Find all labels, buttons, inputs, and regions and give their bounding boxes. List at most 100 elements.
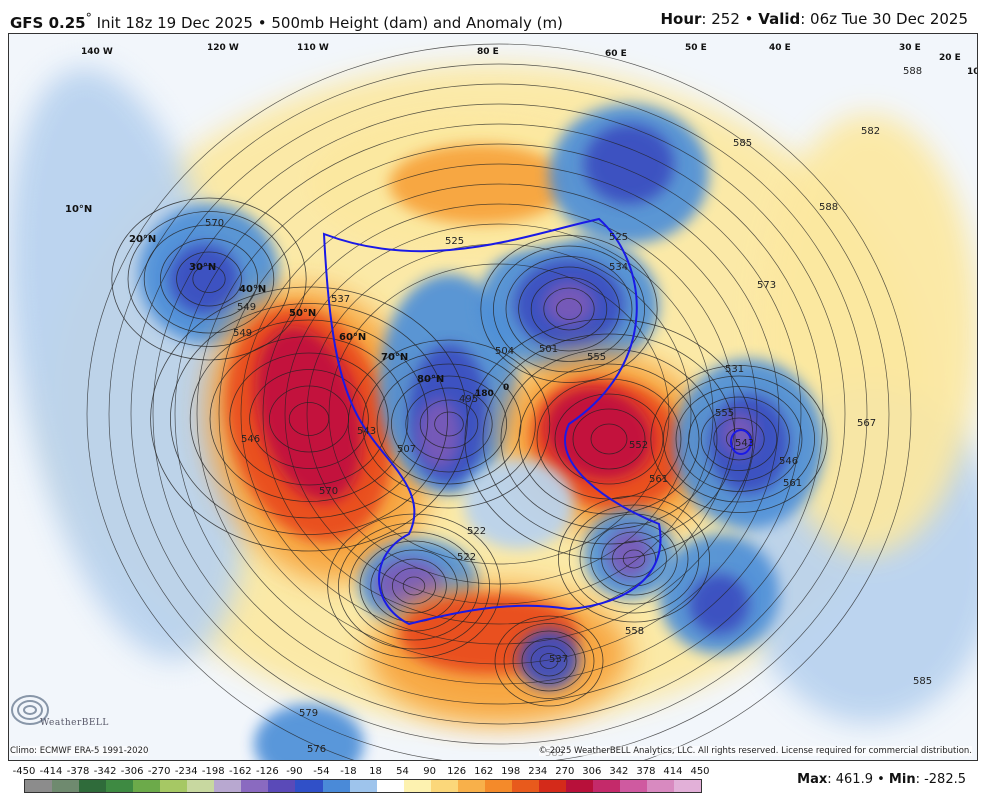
contour-value-label: 555 xyxy=(587,352,606,363)
weatherbell-logo: WeatherBELL xyxy=(10,692,108,738)
colorbar-swatch xyxy=(647,780,675,792)
colorbar-tick: -270 xyxy=(147,766,171,777)
hour-value: : 252 xyxy=(701,10,740,28)
longitude-label: 30 E xyxy=(899,43,921,53)
height-contour xyxy=(590,522,678,596)
longitude-label: 10 E xyxy=(967,67,977,77)
latitude-label: 30°N xyxy=(189,262,216,273)
height-contour xyxy=(590,423,628,455)
colorbar-swatch xyxy=(620,780,648,792)
contour-552-line xyxy=(322,217,662,626)
colorbar-tick-labels: -450 -414 -378 -342 -306 -270 -234 -198 -162 -126… xyxy=(12,766,710,778)
height-contour xyxy=(390,375,507,473)
colorbar-tick: -450 xyxy=(12,766,36,777)
anomaly-blob xyxy=(584,124,674,204)
height-contour xyxy=(434,411,464,437)
height-contour xyxy=(192,265,226,293)
max-min-readout: Max: 461.9 • Min: -282.5 xyxy=(797,772,966,787)
colorbar-swatch xyxy=(52,780,80,792)
contour-value-label: 585 xyxy=(913,676,932,687)
anomaly-blob xyxy=(254,704,364,760)
colorbar-swatch xyxy=(538,780,566,792)
colorbar xyxy=(24,779,702,793)
colorbar-tick: -342 xyxy=(93,766,117,777)
height-contour xyxy=(111,197,307,361)
contour-layer xyxy=(86,43,912,760)
colorbar-tick: 306 xyxy=(582,766,602,777)
height-contour xyxy=(521,638,577,684)
height-contour xyxy=(402,576,426,596)
height-contour xyxy=(512,630,586,692)
colorbar-swatch xyxy=(187,780,215,792)
anomaly-blob xyxy=(255,326,363,502)
longitude-label: 120 W xyxy=(207,43,239,53)
colorbar-tick: -18 xyxy=(340,766,357,777)
height-contour xyxy=(268,385,349,453)
anomaly-blob xyxy=(721,412,757,456)
height-contour xyxy=(713,417,765,461)
colorbar-swatch xyxy=(592,780,621,792)
longitude-label: 80 E xyxy=(477,47,499,57)
height-contour xyxy=(169,303,449,535)
colorbar-tick: 378 xyxy=(636,766,656,777)
min-value: : -282.5 xyxy=(915,772,966,787)
contour-value-label: 582 xyxy=(861,126,880,137)
height-contour xyxy=(86,43,912,760)
max-value: : 461.9 xyxy=(827,772,873,787)
height-contour xyxy=(196,143,802,685)
height-contour xyxy=(663,375,816,503)
height-contour xyxy=(650,365,828,513)
height-contour xyxy=(328,263,670,565)
colorbar-tick: -234 xyxy=(174,766,198,777)
contour-value-label: 579 xyxy=(299,708,318,719)
separator: • xyxy=(744,10,754,28)
height-contour xyxy=(108,63,890,760)
copyright-note: © 2025 WeatherBELL Analytics, LLC. All r… xyxy=(538,746,972,756)
valid-label: Valid xyxy=(758,10,801,28)
contour-value-label: 525 xyxy=(609,232,628,243)
contour-value-label: 588 xyxy=(903,66,922,77)
colorbar-swatch xyxy=(322,780,350,792)
longitude-label: 60 E xyxy=(605,49,627,59)
height-contour xyxy=(143,224,275,334)
colorbar-swatch xyxy=(457,780,485,792)
colorbar-tick: -378 xyxy=(66,766,90,777)
colorbar-swatch xyxy=(79,780,107,792)
colorbar-tick: 450 xyxy=(690,766,710,777)
logo-swirl-icon xyxy=(11,695,49,725)
colorbar-tick: 18 xyxy=(369,766,382,777)
valid-time-block: Hour: 252 • Valid: 06z Tue 30 Dec 2025 xyxy=(660,10,968,28)
product-name: 500mb Height (dam) and Anomaly (m) xyxy=(271,14,563,32)
contour-value-label: 531 xyxy=(725,364,744,375)
longitude-label: 140 W xyxy=(81,47,113,57)
anomaly-blob xyxy=(545,387,653,481)
chart-title: GFS 0.25° Init 18z 19 Dec 2025 • 500mb H… xyxy=(10,10,563,32)
degree-symbol: ° xyxy=(85,10,92,25)
contour-value-label: 573 xyxy=(757,280,776,291)
longitude-label: 110 W xyxy=(297,43,329,53)
contour-value-label: 549 xyxy=(237,302,256,313)
anomaly-blob xyxy=(689,574,749,634)
longitude-label: 40 E xyxy=(769,43,791,53)
colorbar-tick: 270 xyxy=(555,766,575,777)
colorbar-tick: 54 xyxy=(396,766,409,777)
height-contour xyxy=(391,567,436,605)
colorbar-swatch xyxy=(430,780,458,792)
colorbar-swatch xyxy=(268,780,296,792)
height-contour xyxy=(130,83,868,745)
height-contour xyxy=(572,408,646,470)
height-contour xyxy=(700,407,778,471)
contour-value-label: 570 xyxy=(205,218,224,229)
anomaly-blob xyxy=(544,282,594,326)
height-contour xyxy=(503,623,595,699)
height-contour xyxy=(530,645,568,677)
height-contour xyxy=(159,238,258,320)
contour-value-label: 534 xyxy=(609,262,628,273)
colorbar-swatch xyxy=(214,780,242,792)
valid-value: : 06z Tue 30 Dec 2025 xyxy=(800,10,968,28)
height-contour xyxy=(306,243,692,585)
contour-value-label: 546 xyxy=(779,456,798,467)
height-contour xyxy=(284,223,714,605)
colorbar-tick: -126 xyxy=(256,766,279,777)
height-contour xyxy=(556,298,583,320)
